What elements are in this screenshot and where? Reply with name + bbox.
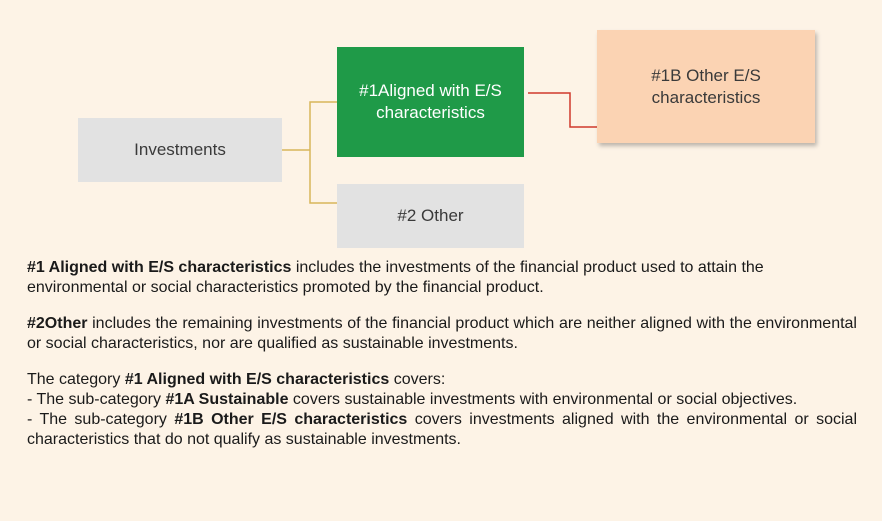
paragraph: #2Other includes the remaining investmen… — [27, 314, 857, 354]
bold-term: #2Other — [27, 315, 88, 332]
text: covers: — [393, 371, 446, 388]
line: The category #1 Aligned with E/S charact… — [27, 370, 857, 390]
list-item: - The sub-category #1A Sustainable cover… — [27, 390, 857, 410]
connector — [309, 101, 337, 204]
bold-term: #1 Aligned with E/S characteristics — [124, 371, 390, 388]
node: #1B Other E/S characteristics — [597, 30, 815, 143]
description: #1 Aligned with E/S characteristics incl… — [27, 258, 857, 450]
node: #1Aligned with E/S characteristics — [337, 47, 524, 157]
paragraph: The category #1 Aligned with E/S charact… — [27, 370, 857, 450]
node: #2 Other — [337, 184, 524, 248]
text: includes the investments of the financia… — [27, 259, 764, 296]
text: The category — [27, 371, 121, 388]
text: - The sub-category — [27, 411, 167, 428]
text: covers sustainable investments with envi… — [292, 391, 798, 408]
connector — [528, 92, 597, 128]
paragraph: #1 Aligned with E/S characteristics incl… — [27, 258, 857, 298]
node: Investments — [78, 118, 282, 182]
text: covers investments aligned with the envi… — [27, 411, 857, 448]
text: - The sub-category — [27, 391, 161, 408]
text: includes the remaining investments of th… — [27, 315, 857, 352]
bold-term: #1 Aligned with E/S characteristics — [27, 259, 292, 276]
bold-term: #1A Sustainable — [165, 391, 289, 408]
list-item: - The sub-category #1B Other E/S charact… — [27, 410, 857, 450]
bold-term: #1B Other E/S characteristics — [174, 411, 408, 428]
